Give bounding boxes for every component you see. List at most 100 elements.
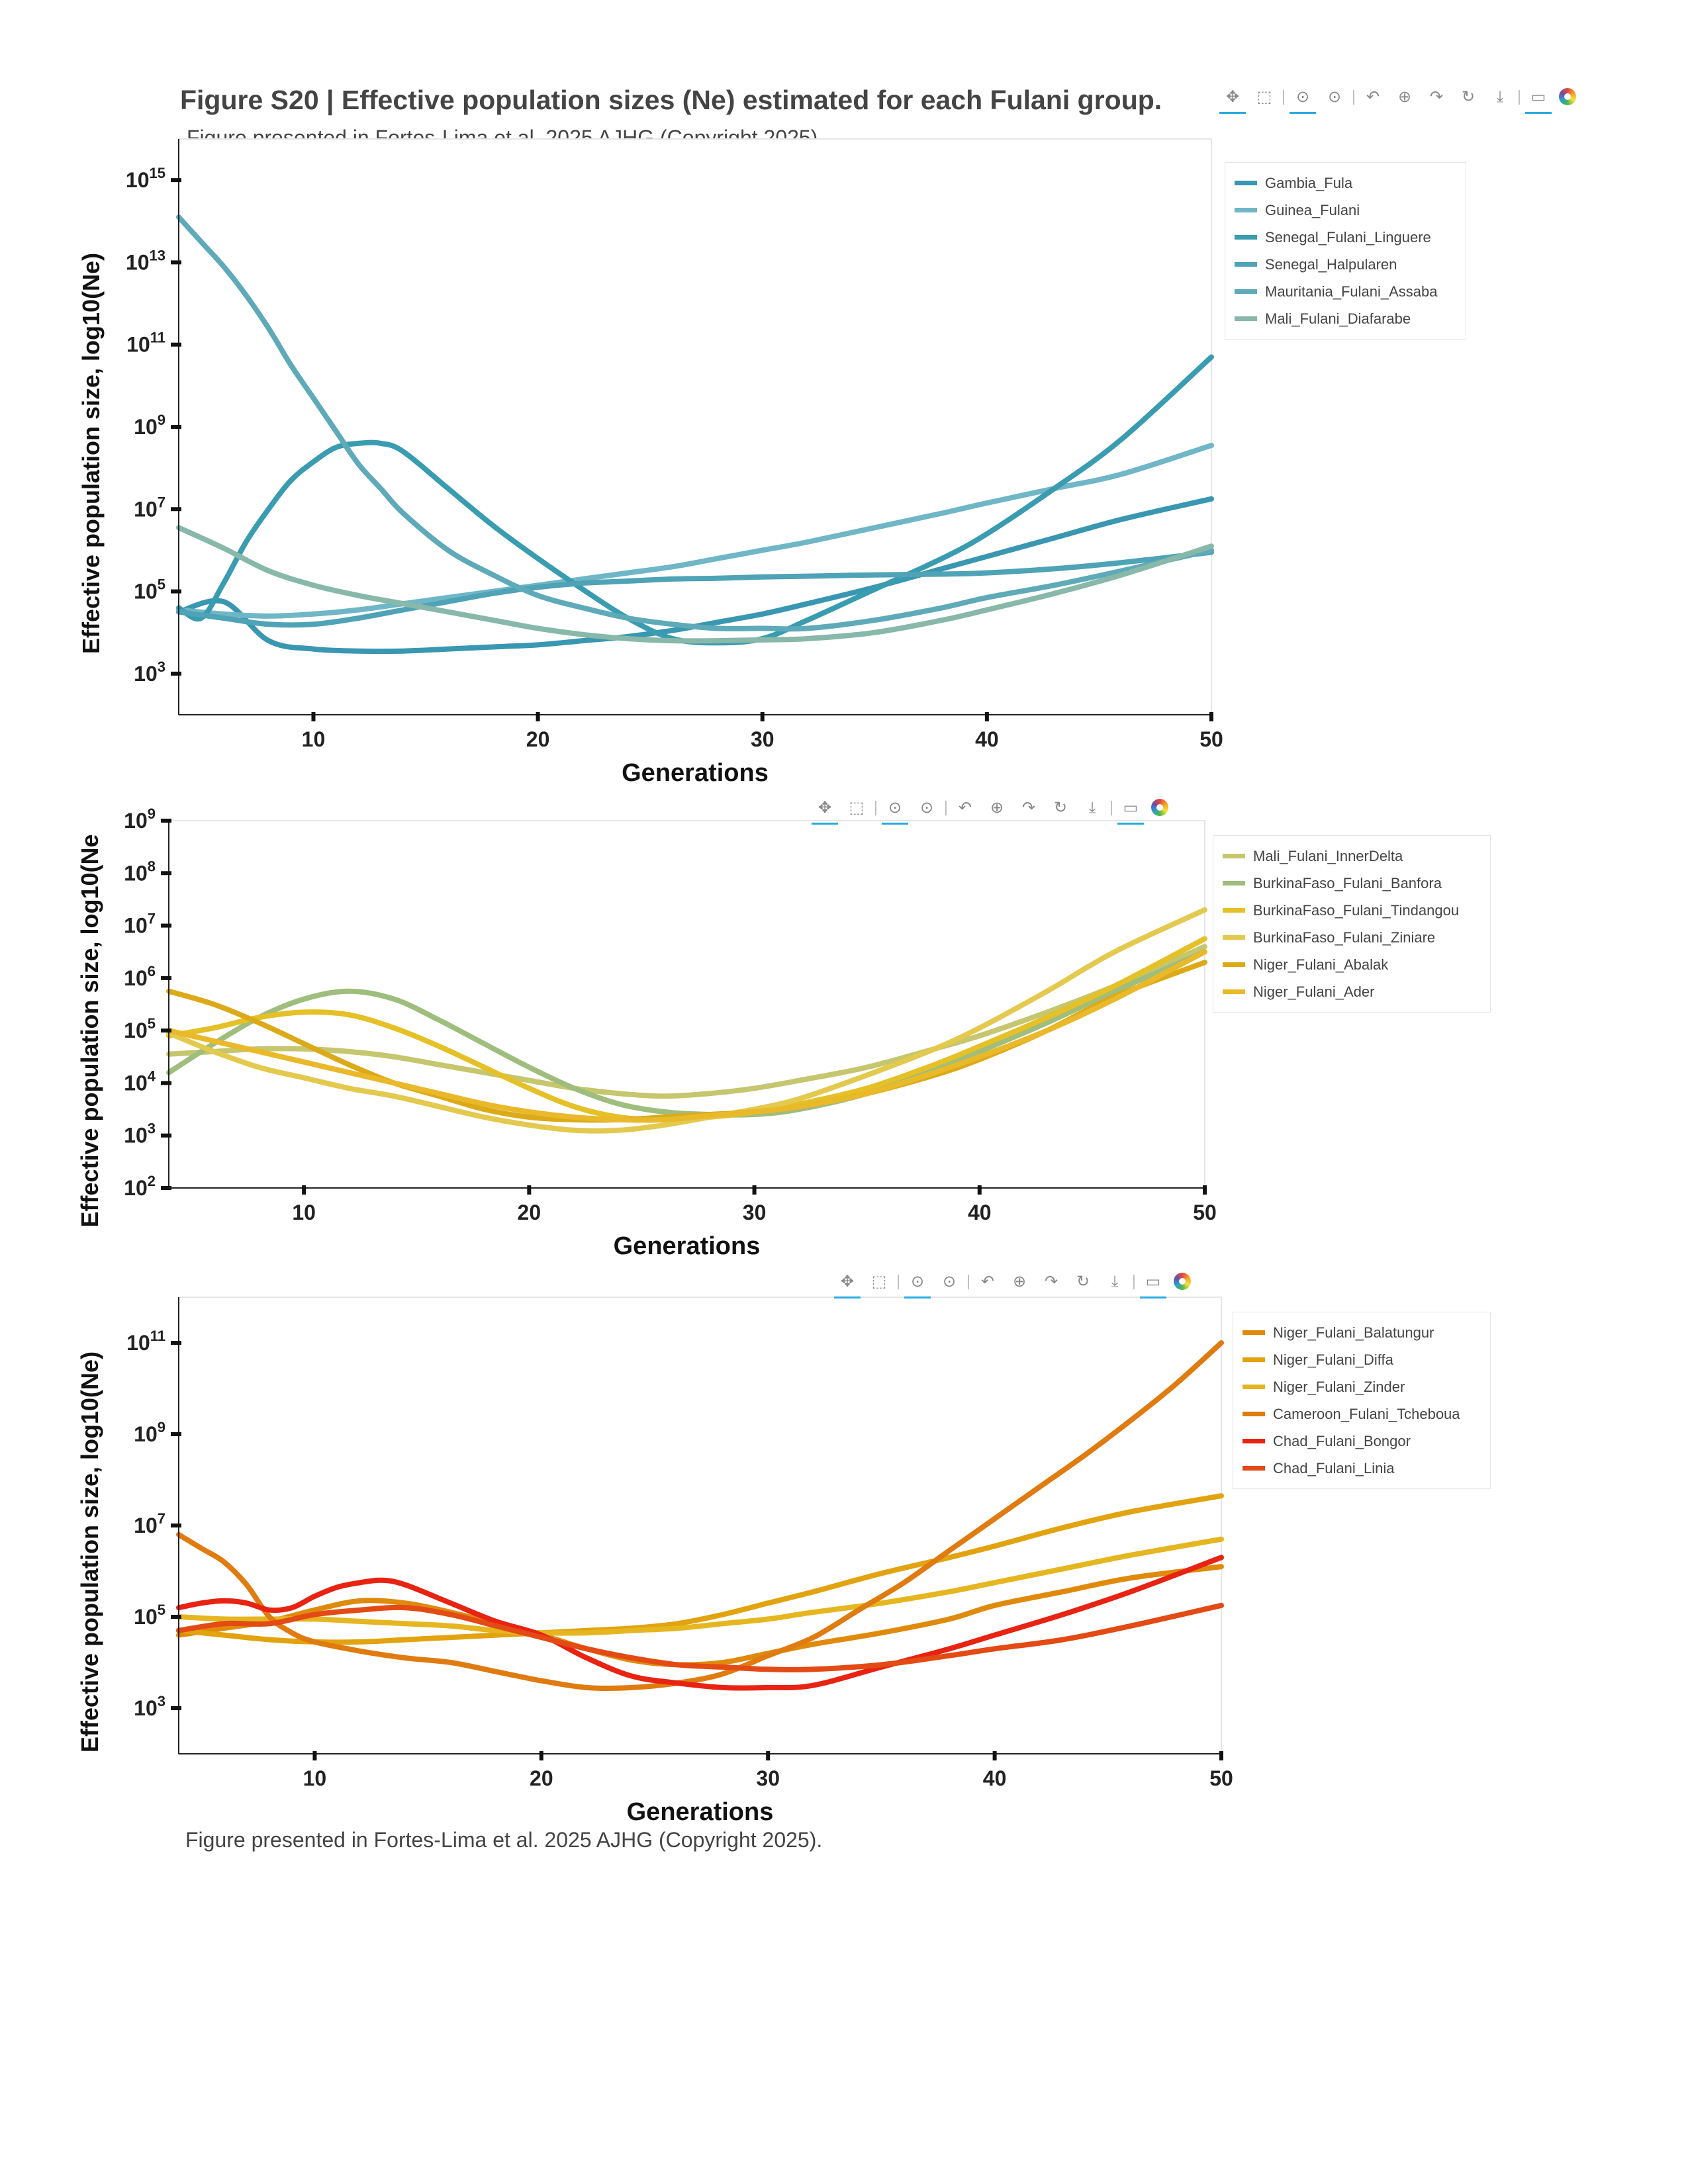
series-line-mali-fulani-innerdelta[interactable]: [166, 944, 1207, 1099]
series-line-senegal-halpularen[interactable]: [176, 549, 1214, 628]
legend-item[interactable]: Niger_Fulani_Ader: [1223, 978, 1481, 1005]
redo-icon[interactable]: ↷: [1044, 1272, 1058, 1291]
legend-label: BurkinaFaso_Fulani_Banfora: [1253, 874, 1442, 891]
pan-icon[interactable]: ✥: [809, 792, 841, 825]
legend-swatch: [1243, 1357, 1265, 1362]
legend-item[interactable]: BurkinaFaso_Fulani_Ziniare: [1223, 924, 1481, 951]
series-line-cameroon-fulani-tcheboua[interactable]: [176, 1340, 1224, 1692]
legend-item[interactable]: BurkinaFaso_Fulani_Banfora: [1223, 870, 1481, 897]
series-line-mauritania-fulani-assaba[interactable]: [176, 214, 1214, 632]
redo-icon[interactable]: ↷: [1021, 798, 1036, 817]
legend-item[interactable]: Niger_Fulani_Zinder: [1243, 1373, 1481, 1400]
box-zoom-icon[interactable]: ⬚: [871, 1272, 887, 1291]
x-tick-label: 40: [975, 727, 999, 751]
toolbar-separator: |: [1109, 799, 1114, 816]
toolbar-separator: |: [966, 1273, 971, 1290]
series-line-chad-fulani-bongor[interactable]: [176, 1555, 1224, 1691]
y-wheel-zoom-icon[interactable]: ⊙: [942, 1272, 957, 1291]
series-line-niger-fulani-diffa[interactable]: [176, 1493, 1224, 1645]
hover-icon[interactable]: ▭: [1115, 792, 1147, 825]
legend-item[interactable]: BurkinaFaso_Fulani_Tindangou: [1223, 897, 1481, 924]
zoom-in-icon[interactable]: ⊕: [1397, 87, 1412, 106]
legend-swatch: [1223, 908, 1245, 913]
legend-swatch: [1243, 1466, 1265, 1471]
toolbar-separator: |: [1131, 1273, 1137, 1290]
hover-icon[interactable]: ▭: [1137, 1265, 1169, 1298]
legend-item[interactable]: Chad_Fulani_Bongor: [1243, 1428, 1481, 1455]
save-icon[interactable]: ⤓: [1496, 87, 1504, 106]
legend-label: Mali_Fulani_Diafarabe: [1265, 310, 1411, 327]
pan-icon[interactable]: ✥: [831, 1265, 863, 1298]
undo-icon[interactable]: ↶: [1366, 87, 1380, 106]
x-wheel-zoom-icon[interactable]: ⊙: [879, 792, 911, 825]
x-axis-title: Generations: [614, 1232, 761, 1260]
chart-toolbar: ✥ ⬚ | ⊙ ⊙ | ↶ ⊕ ↷ ↻ ⤓ | ▭: [809, 789, 1173, 826]
reset-icon[interactable]: ↻: [1461, 87, 1476, 106]
legend-item[interactable]: Gambia_Fula: [1235, 169, 1456, 197]
redo-icon[interactable]: ↷: [1429, 87, 1444, 106]
legend-item[interactable]: Mauritania_Fulani_Assaba: [1235, 278, 1456, 305]
bokeh-logo-icon: [1147, 792, 1173, 823]
zoom-in-icon[interactable]: ⊕: [1012, 1272, 1027, 1291]
legend-item[interactable]: Mali_Fulani_Diafarabe: [1235, 305, 1456, 332]
series-line-senegal-fulani-linguere[interactable]: [176, 354, 1214, 646]
bokeh-logo-icon: [1169, 1265, 1196, 1297]
box-zoom-icon[interactable]: ⬚: [1256, 87, 1272, 106]
chart-toolbar: ✥ ⬚ | ⊙ ⊙ | ↶ ⊕ ↷ ↻ ⤓ | ▭: [831, 1263, 1196, 1300]
x-tick-label: 40: [983, 1766, 1007, 1790]
undo-icon[interactable]: ↶: [980, 1272, 995, 1291]
y-axis-title: Effective population size, log10(Ne): [77, 253, 105, 654]
legend-label: Guinea_Fulani: [1265, 201, 1360, 218]
x-tick-label: 40: [968, 1201, 992, 1224]
chart-toolbar: ✥ ⬚ | ⊙ ⊙ | ↶ ⊕ ↷ ↻ ⤓ | ▭: [1217, 78, 1581, 115]
series-line-niger-fulani-zinder[interactable]: [176, 1536, 1224, 1636]
legend-item[interactable]: Cameroon_Fulani_Tcheboua: [1243, 1400, 1481, 1428]
plot-area: [168, 820, 1205, 1189]
x-tick-label: 50: [1209, 1766, 1233, 1790]
x-axis-title: Generations: [627, 1798, 774, 1826]
legend-swatch: [1243, 1439, 1265, 1443]
x-tick-label: 10: [302, 727, 326, 751]
x-tick-label: 20: [526, 727, 550, 751]
series-line-mali-fulani-diafarabe[interactable]: [176, 525, 1214, 644]
legend-label: Gambia_Fula: [1265, 174, 1353, 191]
legend-item[interactable]: Guinea_Fulani: [1235, 197, 1456, 224]
y-wheel-zoom-icon[interactable]: ⊙: [919, 798, 934, 817]
save-icon[interactable]: ⤓: [1111, 1272, 1119, 1291]
y-tick-label: 103: [134, 1693, 165, 1720]
series-line-burkinafaso-fulani-ziniare[interactable]: [166, 907, 1207, 1134]
legend-item[interactable]: Niger_Fulani_Diffa: [1243, 1346, 1481, 1373]
zoom-in-icon[interactable]: ⊕: [990, 798, 1004, 817]
legend-item[interactable]: Niger_Fulani_Abalak: [1223, 951, 1481, 978]
x-tick-label: 30: [743, 1201, 767, 1224]
x-tick-label: 50: [1199, 727, 1223, 751]
series-line-niger-fulani-ader[interactable]: [166, 949, 1207, 1123]
series-line-burkinafaso-fulani-banfora[interactable]: [166, 949, 1207, 1118]
y-wheel-zoom-icon[interactable]: ⊙: [1327, 87, 1342, 106]
legend-item[interactable]: Senegal_Fulani_Linguere: [1235, 224, 1456, 251]
box-zoom-icon[interactable]: ⬚: [849, 798, 865, 817]
undo-icon[interactable]: ↶: [958, 798, 972, 817]
pan-icon[interactable]: ✥: [1217, 81, 1248, 114]
toolbar-separator: |: [873, 799, 878, 816]
legend-label: Mauritania_Fulani_Assaba: [1265, 283, 1438, 300]
series-line-chad-fulani-linia[interactable]: [176, 1602, 1224, 1672]
hover-icon[interactable]: ▭: [1523, 81, 1554, 114]
legend-swatch: [1223, 989, 1245, 994]
save-icon[interactable]: ⤓: [1088, 798, 1096, 817]
reset-icon[interactable]: ↻: [1076, 1272, 1090, 1291]
legend-swatch: [1235, 316, 1257, 321]
legend-item[interactable]: Niger_Fulani_Balatungur: [1243, 1319, 1481, 1346]
legend-item[interactable]: Mali_Fulani_InnerDelta: [1223, 842, 1481, 870]
x-wheel-zoom-icon[interactable]: ⊙: [902, 1265, 933, 1298]
x-wheel-zoom-icon[interactable]: ⊙: [1287, 81, 1319, 114]
reset-icon[interactable]: ↻: [1053, 798, 1068, 817]
legend-item[interactable]: Senegal_Halpularen: [1235, 251, 1456, 278]
series-line-gambia-fula[interactable]: [176, 496, 1214, 655]
bokeh-logo-icon: [1554, 81, 1581, 113]
series-line-guinea-fulani[interactable]: [176, 443, 1214, 619]
legend-item[interactable]: Chad_Fulani_Linia: [1243, 1455, 1481, 1482]
